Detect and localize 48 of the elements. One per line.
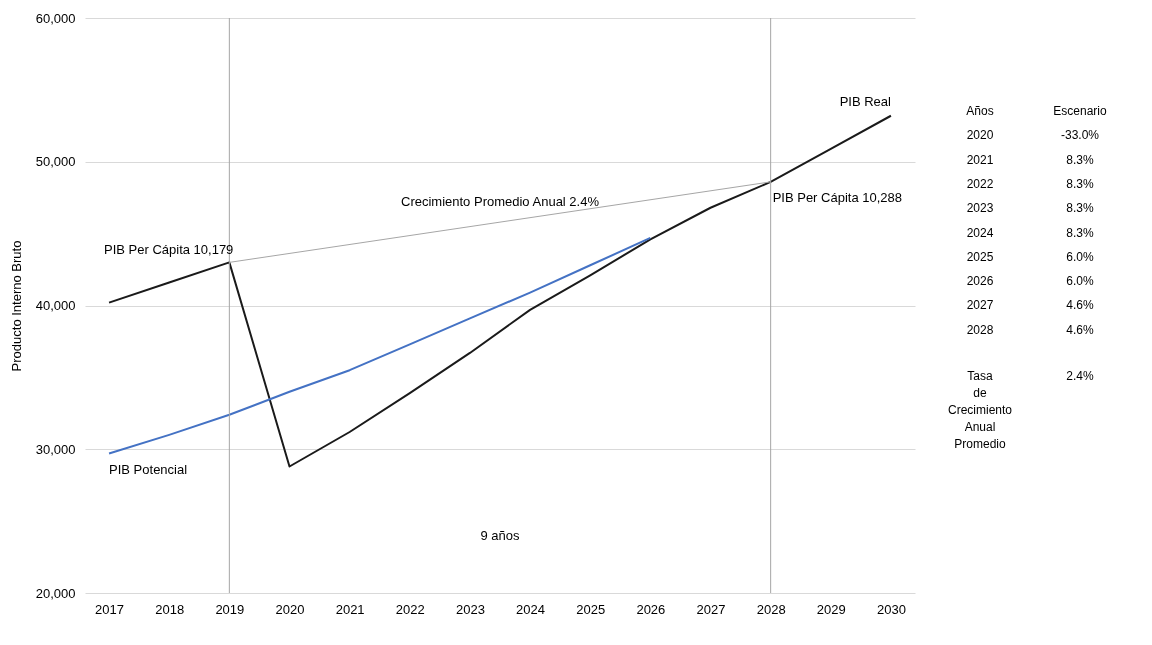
series-label: PIB Real (839, 93, 892, 109)
text: Escenario (1053, 104, 1107, 118)
text: 6.0% (1066, 249, 1094, 264)
y-tick-label: 30,000 (35, 441, 76, 457)
x-tick-label: 2024 (516, 601, 546, 617)
text: -33.0% (1060, 128, 1100, 143)
x-tick-label: 2027 (696, 601, 726, 617)
x-tick-label: 2019 (215, 601, 245, 617)
y-tick-label: 60,000 (35, 10, 76, 26)
series-label: PIB Potencial (109, 461, 188, 477)
x-tick-label: 2030 (876, 601, 906, 617)
text: Años (966, 104, 994, 118)
text: 4.6% (1066, 322, 1094, 337)
x-tick-label: 2018 (155, 601, 185, 617)
x-tick-label: 2023 (455, 601, 485, 617)
x-tick-label: 2022 (395, 601, 425, 617)
y-axis-title: Producto Interno Bruto (8, 240, 24, 372)
text: 6.0% (1066, 274, 1094, 289)
text: 2023 (966, 201, 994, 216)
text: 8.3% (1066, 152, 1094, 167)
annotation: 9 años (480, 527, 521, 543)
annotation: PIB Per Cápita 10,288 (772, 189, 903, 205)
y-tick-label: 20,000 (35, 585, 76, 601)
x-tick-label: 2021 (335, 601, 365, 617)
text: 8.3% (1066, 201, 1094, 216)
text: 2021 (966, 152, 994, 167)
text: 8.3% (1066, 176, 1094, 191)
annotation: PIB Per Cápita 10,179 (103, 242, 234, 258)
text: 2022 (966, 176, 994, 191)
text: 4.6% (1066, 298, 1094, 313)
text: Tasa de Crecimiento Anual Promedio (947, 369, 1013, 451)
text: 2028 (966, 322, 994, 337)
y-tick-label: 40,000 (35, 298, 76, 313)
x-tick-label: 2025 (576, 601, 606, 617)
text: 2027 (966, 298, 994, 313)
text: 2025 (966, 249, 994, 264)
text: 2024 (966, 225, 994, 240)
x-tick-label: 2026 (636, 601, 666, 617)
x-tick-label: 2017 (95, 601, 125, 617)
y-tick-label: 50,000 (35, 154, 76, 170)
text: 2026 (966, 274, 994, 289)
text: 2020 (966, 128, 994, 143)
x-tick-label: 2020 (275, 601, 305, 617)
text: 8.3% (1066, 225, 1094, 240)
x-tick-label: 2028 (756, 601, 786, 617)
text: 2.4% (1066, 369, 1094, 383)
series-label: Crecimiento Promedio Anual 2.4% (401, 193, 600, 209)
x-tick-label: 2029 (816, 601, 846, 617)
